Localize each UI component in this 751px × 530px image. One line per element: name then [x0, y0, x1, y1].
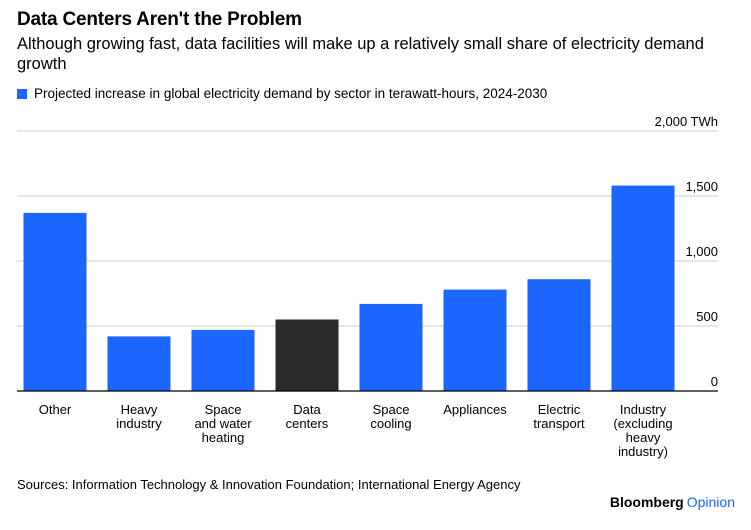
bar-chart: 0 500 1,000 1,500 2,000 TWh Other Heavy industr… — [17, 114, 718, 459]
bar — [191, 329, 255, 391]
category-label: Appliances — [443, 402, 507, 417]
legend-swatch — [17, 88, 27, 99]
brand-logo: Bloomberg Opinion — [609, 494, 735, 510]
bar — [611, 185, 675, 391]
y-tick-label: 500 — [696, 309, 718, 324]
category-label: Industry (excluding heavy industry) — [613, 402, 672, 459]
category-label: Electric transport — [533, 402, 585, 431]
bar — [443, 289, 507, 391]
y-tick-label: 2,000 TWh — [655, 114, 718, 129]
category-label: Data centers — [286, 402, 329, 431]
bar — [23, 212, 87, 391]
y-tick-label: 0 — [711, 374, 718, 389]
y-tick-label: 1,000 — [685, 244, 718, 259]
source-note: Sources: Information Technology & Innova… — [17, 477, 521, 492]
bar — [107, 336, 171, 391]
bar — [275, 319, 339, 391]
chart-subtitle: Although growing fast, data facilities w… — [17, 35, 704, 73]
legend: Projected increase in global electricity… — [17, 86, 547, 101]
bar — [359, 303, 423, 391]
category-label: Heavy industry — [116, 402, 162, 431]
category-label: Space cooling — [370, 402, 411, 431]
legend-label: Projected increase in global electricity… — [34, 86, 548, 101]
category-label: Other — [39, 402, 72, 417]
chart-title: Data Centers Aren't the Problem — [17, 9, 302, 30]
y-tick-label: 1,500 — [685, 179, 718, 194]
category-label: Space and water heating — [194, 402, 252, 445]
bar — [527, 279, 591, 391]
